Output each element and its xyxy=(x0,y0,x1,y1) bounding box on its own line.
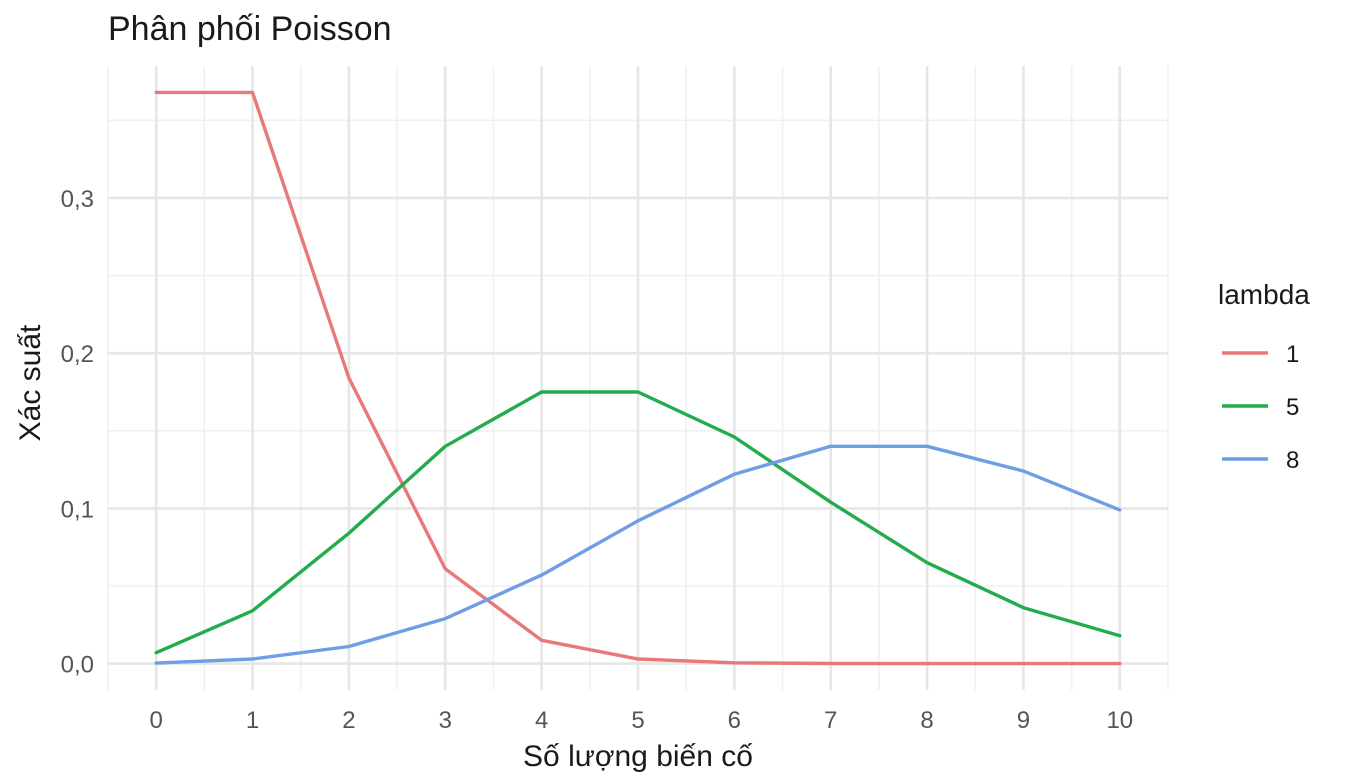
y-axis-tick-labels: 0,0 0,1 0,2 0,3 xyxy=(61,186,94,679)
x-tick-label: 6 xyxy=(728,707,741,734)
x-tick-label: 3 xyxy=(439,707,452,734)
y-tick-label: 0,0 xyxy=(61,652,94,679)
legend-label-5: 5 xyxy=(1286,394,1299,421)
x-tick-label: 2 xyxy=(342,707,355,734)
series-line-lambda-1 xyxy=(154,90,1122,666)
y-axis-title: Xác suất xyxy=(14,324,47,441)
x-tick-label: 7 xyxy=(824,707,837,734)
x-tick-label: 10 xyxy=(1106,707,1133,734)
legend-label-1: 1 xyxy=(1286,341,1299,368)
legend-items: 1 5 8 xyxy=(1222,341,1299,474)
x-tick-label: 1 xyxy=(246,707,259,734)
chart-title: Phân phối Poisson xyxy=(108,10,392,48)
legend-label-8: 8 xyxy=(1286,447,1299,474)
x-tick-label: 8 xyxy=(920,707,933,734)
y-tick-label: 0,3 xyxy=(61,186,94,213)
y-tick-label: 0,1 xyxy=(61,496,94,523)
x-axis-title: Số lượng biến cố xyxy=(523,740,753,773)
x-tick-label: 4 xyxy=(535,707,548,734)
x-tick-label: 5 xyxy=(631,707,644,734)
series-lines xyxy=(154,90,1122,666)
series-line-lambda-5 xyxy=(154,390,1122,655)
x-tick-label: 9 xyxy=(1017,707,1030,734)
y-tick-label: 0,2 xyxy=(61,341,94,368)
legend-title: lambda xyxy=(1218,279,1310,310)
legend: lambda 1 5 8 xyxy=(1218,279,1310,474)
x-axis-tick-labels: 0 1 2 3 4 5 6 7 8 9 10 xyxy=(150,707,1134,734)
series-line-lambda-8 xyxy=(154,444,1122,665)
major-gridlines xyxy=(108,66,1168,690)
x-tick-label: 0 xyxy=(150,707,163,734)
